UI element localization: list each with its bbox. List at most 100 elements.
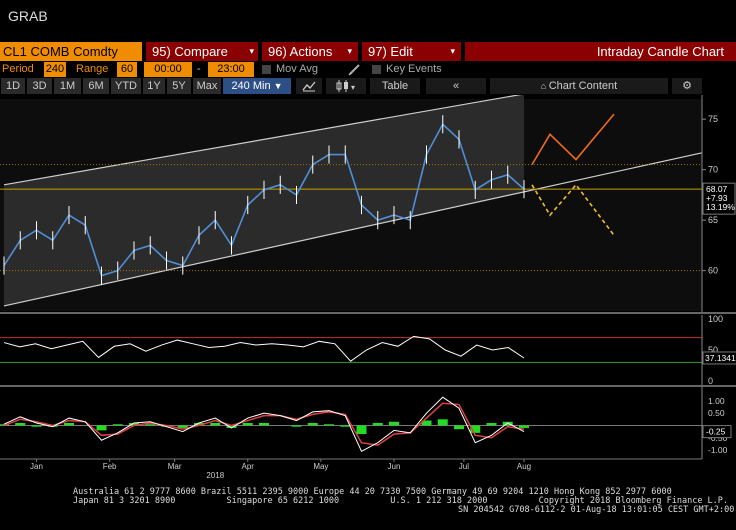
macd-histogram-bar — [210, 423, 221, 426]
macd-histogram-bar — [112, 424, 123, 426]
interval-label: 240 Min — [231, 80, 271, 92]
macd-histogram-bar — [177, 425, 188, 428]
macd-histogram-bar — [242, 423, 253, 426]
price-axis-tick-label: 75 — [708, 114, 718, 124]
macd-histogram-bar — [129, 423, 139, 426]
actions-label: 96) Actions — [268, 44, 333, 59]
period-field[interactable]: 240 — [44, 62, 66, 77]
macd-histogram-bar — [519, 425, 529, 428]
chart-content-button[interactable]: ⌂ Chart Content — [490, 78, 668, 94]
key-events-checkbox[interactable] — [372, 65, 381, 74]
line-chart-icon[interactable] — [296, 78, 322, 94]
settings-gear-icon[interactable]: ⚙ — [672, 78, 702, 94]
compare-caret-icon: ▾ — [249, 46, 254, 56]
window-title: GRAB — [8, 8, 48, 24]
tab-3d[interactable]: 3D — [27, 78, 52, 94]
scroll-back-icon[interactable]: « — [426, 78, 486, 94]
ticker-field[interactable]: CL1 COMB Comdty — [0, 42, 142, 61]
macd-histogram-bar — [437, 419, 448, 426]
compare-label: 95) Compare — [152, 44, 228, 59]
time-axis-label: Aug — [517, 462, 531, 471]
pencil-icon[interactable] — [348, 63, 362, 76]
tab-max[interactable]: Max — [193, 78, 221, 94]
chart-content-icon: ⌂ — [540, 81, 549, 91]
compare-menu[interactable]: 95) Compare ▾ — [146, 42, 258, 61]
macd-last-label: -0.25 — [706, 427, 726, 437]
macd-histogram-bar — [96, 425, 107, 431]
price-change-pct-label: 13.19% — [706, 202, 735, 212]
macd-line — [3, 396, 525, 452]
price-axis-tick-label: 65 — [708, 215, 718, 225]
rsi-line — [3, 335, 525, 362]
mov-avg-checkbox[interactable] — [262, 65, 271, 74]
mov-avg-label: Mov Avg — [276, 63, 318, 75]
time-axis-label: Feb — [103, 462, 117, 471]
svg-text:▾: ▾ — [351, 83, 355, 92]
time-axis-label: Mar — [168, 462, 182, 471]
parameter-row: Period 240 Range 60 00:00 - 23:00 Mov Av… — [0, 62, 736, 77]
rsi-panel: 0 50 100 37.1341 — [0, 314, 736, 387]
tab-1y[interactable]: 1Y — [143, 78, 165, 94]
candle-style-icon[interactable]: ▾ — [326, 78, 366, 94]
edit-caret-icon: ▾ — [450, 46, 455, 56]
tab-1d[interactable]: 1D — [1, 78, 25, 94]
last-price-label: 68.07 — [706, 184, 728, 194]
tab-1m[interactable]: 1M — [54, 78, 81, 94]
macd-histogram-bar — [31, 425, 42, 427]
macd-histogram-bar — [194, 423, 204, 426]
chart-type-title: Intraday Candle Chart — [465, 42, 736, 61]
macd-histogram-bar — [421, 420, 432, 426]
footer-session: SN 204542 G708-6112-2 01-Aug-18 13:01:05… — [458, 505, 735, 515]
tab-5y[interactable]: 5Y — [167, 78, 191, 94]
time-axis-label: Jan — [30, 462, 43, 471]
start-time-field[interactable]: 00:00 — [144, 62, 192, 77]
key-events-label: Key Events — [386, 63, 442, 75]
price-change-label: +7.93 — [706, 193, 728, 203]
channel-lower-line — [3, 152, 703, 307]
range-field[interactable]: 60 — [117, 62, 137, 77]
actions-menu[interactable]: 96) Actions ▾ — [262, 42, 358, 61]
actions-caret-icon: ▾ — [347, 46, 352, 56]
end-time-field[interactable]: 23:00 — [208, 62, 254, 77]
macd-panel: 1.000.50-0.50-1.00-0.25 — [0, 387, 732, 459]
interval-select[interactable]: 240 Min ▼ — [223, 78, 291, 94]
tab-6m[interactable]: 6M — [83, 78, 109, 94]
macd-histogram-bar — [486, 423, 497, 426]
price-axis-tick-label: 60 — [708, 266, 718, 276]
rsi-last-box — [702, 351, 736, 365]
macd-histogram-bar — [372, 423, 383, 426]
macd-histogram-bar — [259, 423, 269, 426]
macd-histogram-bar — [356, 425, 367, 435]
rsi-last-label: 37.1341 — [705, 353, 736, 363]
edit-menu[interactable]: 97) Edit ▾ — [362, 42, 461, 61]
window-titlebar: GRAB — [0, 0, 736, 40]
macd-histogram-bar — [64, 423, 74, 426]
command-bar: CL1 COMB Comdty 95) Compare ▾ 96) Action… — [0, 42, 736, 61]
time-axis-label: Jul — [459, 462, 469, 471]
price-axis-tick-label: 70 — [708, 165, 718, 175]
forecast_up-line — [531, 113, 615, 166]
footer-contacts-2: Japan 81 3 3201 8900 Singapore 65 6212 1… — [73, 496, 729, 506]
last-price-box — [702, 182, 736, 215]
macd-signal-line — [3, 402, 525, 446]
chart-content-label: Chart Content — [548, 80, 618, 92]
macd-histogram-bar — [226, 425, 237, 428]
timeframe-toolbar: 1D 3D 1M 6M YTD 1Y 5Y Max 240 Min ▼ ▾ Ta… — [0, 78, 736, 94]
macd-axis-tick-label: -1.00 — [708, 445, 728, 455]
tab-ytd[interactable]: YTD — [111, 78, 141, 94]
interval-caret-icon: ▼ — [273, 81, 283, 91]
time-axis-label: May — [313, 462, 328, 471]
period-label: Period — [2, 63, 34, 75]
rsi-axis-tick-label: 50 — [708, 345, 718, 355]
macd-histogram-bar — [340, 425, 351, 427]
table-button[interactable]: Table — [370, 78, 420, 94]
year-label: 2018 — [206, 471, 224, 480]
rsi-axis-tick-label: 100 — [708, 314, 723, 324]
macd-histogram-bar — [389, 421, 399, 426]
time-axis-label: Jun — [388, 462, 401, 471]
macd-histogram-bar — [324, 424, 334, 426]
forecast_down-line — [531, 183, 615, 236]
macd-histogram-bar — [15, 423, 26, 426]
